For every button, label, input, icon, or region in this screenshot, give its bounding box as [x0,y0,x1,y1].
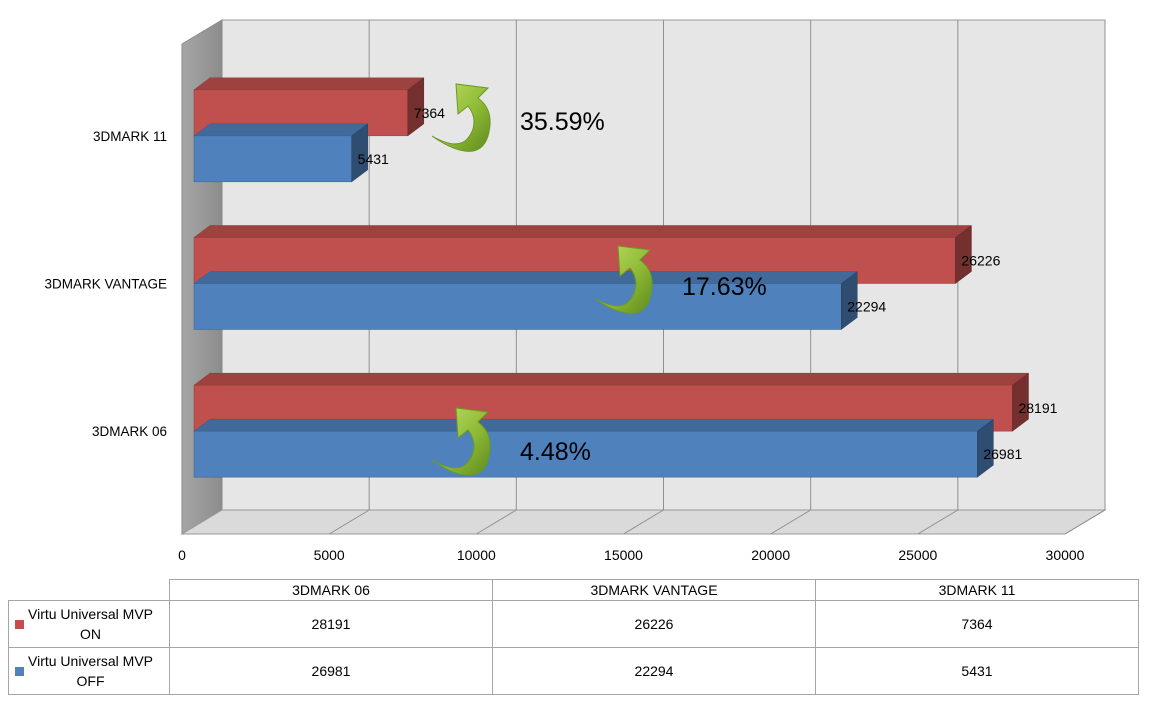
x-tick-label: 0 [178,547,186,563]
legend-cell-off: Virtu Universal MVP OFF [8,647,170,695]
percent-annotation: 35.59% [520,108,605,136]
data-label: 26226 [961,253,1000,269]
legend-label: Virtu Universal MVP [28,653,154,669]
bar [193,283,842,330]
table-cell: 26226 [492,600,816,648]
table-cell: 28191 [169,600,493,648]
table-col-header: 3DMARK VANTAGE [492,579,816,601]
table-cell: 7364 [815,600,1139,648]
bar-top-face [193,225,973,238]
bar-top-face [193,123,369,137]
legend-swatch-on [15,619,24,629]
x-tick-label: 30000 [1046,547,1085,563]
floor-gridline [770,509,811,535]
legend-swatch-off [15,666,24,676]
table-cell: 22294 [492,647,816,695]
category-label: 3DMARK 11 [93,129,167,144]
arrow-shape [431,407,491,476]
bar-chart: 0 5000 10000 15000 20000 25000 30000 3DMARK 06 2… [44,19,1107,563]
bar-side-face [407,77,425,137]
legend-label: OFF [76,673,105,689]
legend-cell-on: Virtu Universal MVP ON [8,600,170,648]
x-tick-label: 10000 [457,547,496,563]
floor-gridline [1064,509,1106,535]
bars [193,77,1030,478]
green-curved-arrow-icon [593,245,653,314]
labels: 0 5000 10000 15000 20000 25000 30000 3DMARK 06 2… [44,105,1084,563]
data-label: 28191 [1018,400,1057,416]
arrow-shape [431,83,491,152]
bar-side-face [841,271,858,330]
x-tick-label: 5000 [314,547,345,563]
legend-label: Virtu Universal MVP [28,606,154,622]
floor-gridline [476,509,517,535]
category-label: 3DMARK 06 [92,424,167,439]
x-tick-label: 25000 [898,547,937,563]
legend-label: ON [80,626,101,642]
green-curved-arrow-icon [431,407,491,476]
floor-gridline [917,509,959,535]
table-row: Virtu Universal MVP OFF 26981 22294 5431 [8,647,1139,695]
x-tick-label: 15000 [604,547,643,563]
floor-gridline [328,509,370,535]
table-col-header: 3DMARK 11 [815,579,1139,601]
bar-side-face [351,123,368,183]
category-label: 3DMARK VANTAGE [44,277,167,292]
data-label: 26981 [983,446,1022,462]
data-label: 7364 [414,105,445,121]
annotations: 4.48% 17.63% 35.59% [431,83,767,476]
bar-side-face [977,418,994,478]
table-header-row: 3DMARK 06 3DMARK VANTAGE 3DMARK 11 [8,579,1139,601]
data-label: 5431 [358,151,389,167]
arrow-shape [593,245,653,314]
percent-annotation: 17.63% [682,273,767,301]
bar-top-face [193,372,1030,386]
table-cell: 5431 [815,647,1139,695]
bar-side-face [1012,372,1029,432]
bar [193,430,978,478]
data-table: 3DMARK 06 3DMARK VANTAGE 3DMARK 11 Virtu… [8,579,1139,695]
table-corner [8,579,170,601]
bar [193,135,352,183]
percent-annotation: 4.48% [520,438,591,466]
green-curved-arrow-icon [431,83,491,152]
data-label: 22294 [847,299,886,315]
bar-top-face [193,418,995,432]
table-col-header: 3DMARK 06 [169,579,493,601]
bar-top-face [193,77,425,91]
x-tick-label: 20000 [751,547,790,563]
table-cell: 26981 [169,647,493,695]
floor-gridline [623,509,664,535]
table-row: Virtu Universal MVP ON 28191 26226 7364 [8,600,1139,648]
bar-side-face [955,225,972,284]
